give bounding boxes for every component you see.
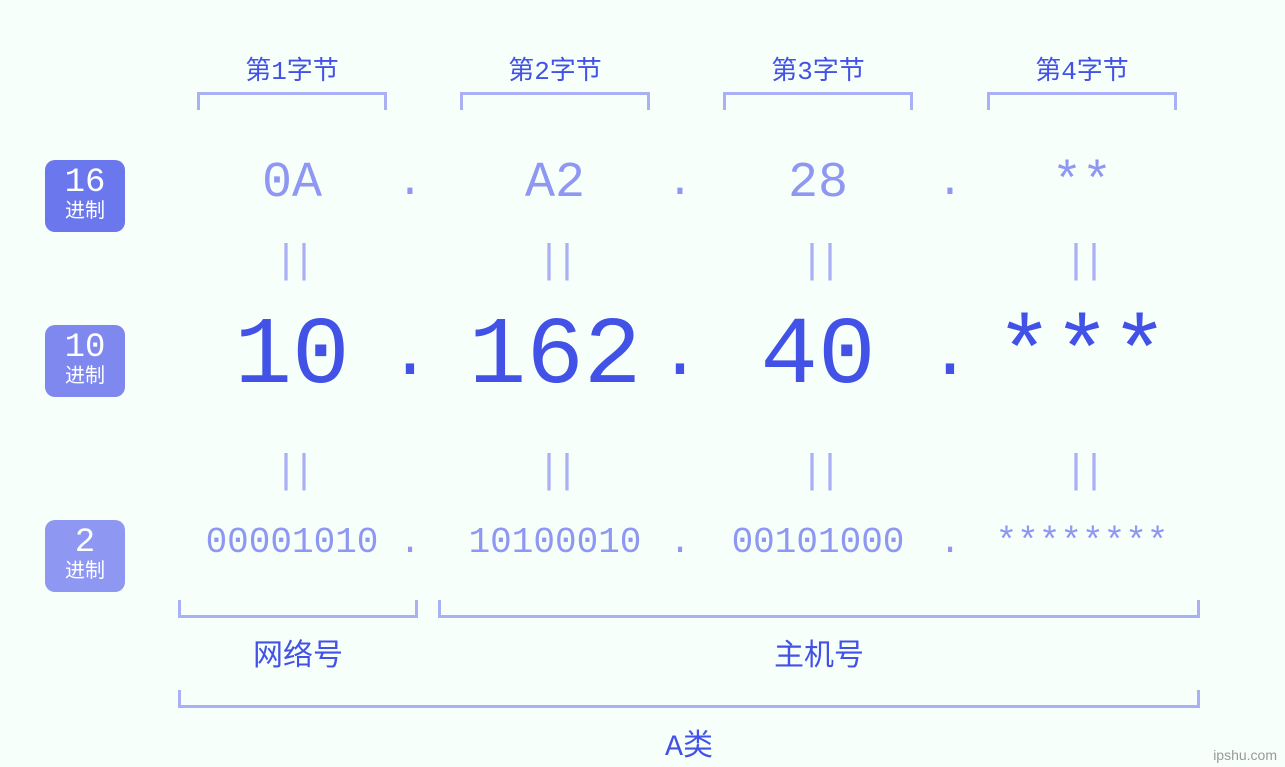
dec-byte-1: 10 [177,302,407,411]
eq-upper-2: || [525,240,585,285]
bin-byte-2: 10100010 [440,522,670,563]
eq-lower-4: || [1052,450,1112,495]
bin-byte-4: ******** [967,522,1197,563]
eq-upper-3: || [788,240,848,285]
eq-lower-1: || [262,450,322,495]
dec-dot-1: . [385,314,435,396]
hex-dot-3: . [930,158,970,208]
network-bracket [178,600,418,618]
host-label: 主机号 [438,630,1200,675]
eq-lower-3: || [788,450,848,495]
hex-byte-1: 0A [177,155,407,212]
dec-byte-3: 40 [703,302,933,411]
host-bracket [438,600,1200,618]
eq-lower-2: || [525,450,585,495]
hex-dot-1: . [390,158,430,208]
eq-upper-4: || [1052,240,1112,285]
bin-byte-3: 00101000 [703,522,933,563]
class-label: A类 [178,720,1200,765]
byte-bracket-2 [460,92,650,110]
byte-label-1: 第1字节 [192,50,392,87]
badge-dec-suffix: 进制 [65,367,105,389]
bin-dot-2: . [660,522,700,563]
badge-dec: 10 进制 [45,325,125,397]
bin-dot-3: . [930,522,970,563]
badge-bin: 2 进制 [45,520,125,592]
byte-bracket-3 [723,92,913,110]
hex-dot-2: . [660,158,700,208]
eq-upper-1: || [262,240,322,285]
hex-byte-2: A2 [440,155,670,212]
bin-byte-1: 00001010 [177,522,407,563]
dec-byte-2: 162 [440,302,670,411]
hex-byte-4: ** [967,155,1197,212]
dec-dot-2: . [655,314,705,396]
badge-hex-suffix: 进制 [65,202,105,224]
watermark: ipshu.com [1213,747,1277,763]
byte-label-3: 第3字节 [718,50,918,87]
byte-label-2: 第2字节 [455,50,655,87]
dec-byte-4: *** [967,302,1197,411]
badge-hex-base: 16 [65,166,106,200]
dec-dot-3: . [925,314,975,396]
badge-bin-suffix: 进制 [65,562,105,584]
badge-hex: 16 进制 [45,160,125,232]
byte-label-4: 第4字节 [982,50,1182,87]
badge-dec-base: 10 [65,331,106,365]
badge-bin-base: 2 [75,526,95,560]
byte-bracket-4 [987,92,1177,110]
byte-bracket-1 [197,92,387,110]
bin-dot-1: . [390,522,430,563]
class-bracket [178,690,1200,708]
network-label: 网络号 [178,630,418,675]
hex-byte-3: 28 [703,155,933,212]
